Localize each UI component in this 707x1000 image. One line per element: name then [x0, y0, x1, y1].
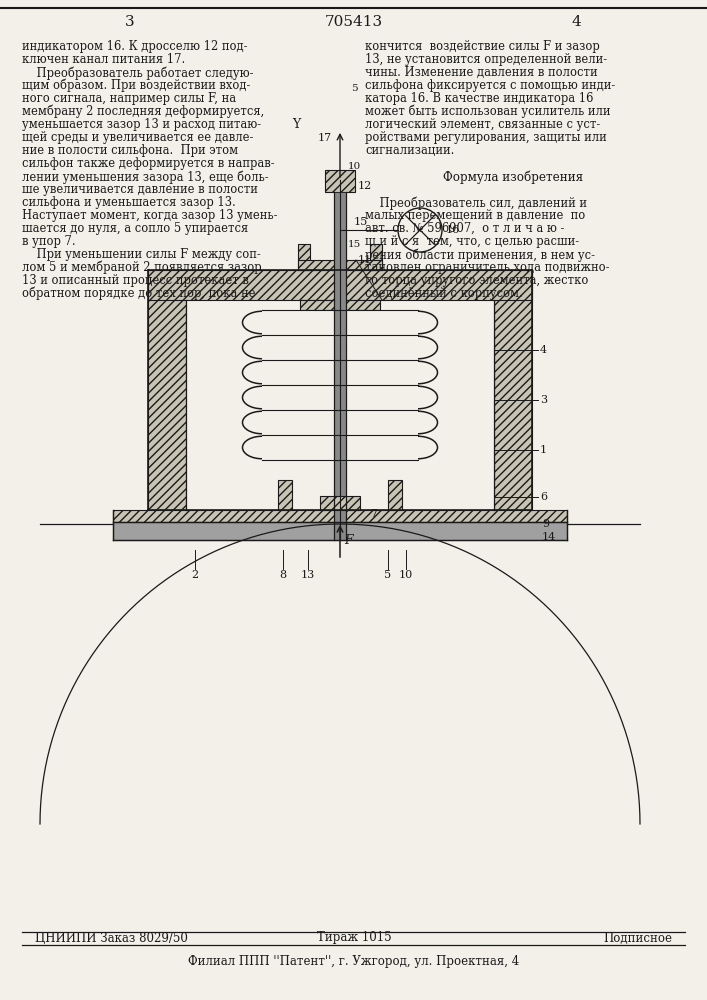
Text: в упор 7.: в упор 7.	[22, 235, 76, 248]
Text: 15: 15	[347, 240, 361, 249]
Text: малых перемещений в давление  по: малых перемещений в давление по	[365, 209, 585, 222]
Bar	[186, 270, 494, 510]
Text: Преобразователь работает следую-: Преобразователь работает следую-	[22, 66, 254, 80]
Circle shape	[398, 208, 442, 252]
Bar	[325, 170, 355, 192]
Text: соединённый с корпусом.: соединённый с корпусом.	[365, 287, 522, 300]
Text: катора 16. В качестве индикатора 16: катора 16. В качестве индикатора 16	[365, 92, 593, 105]
Bar	[370, 244, 382, 270]
Text: 10: 10	[399, 570, 413, 580]
Text: Преобразователь сил, давлений и: Преобразователь сил, давлений и	[365, 196, 587, 210]
Text: рения области применения, в нем ус-: рения области применения, в нем ус-	[365, 248, 595, 261]
Bar	[148, 270, 532, 300]
Text: 12: 12	[358, 181, 373, 191]
Text: щей среды и увеличивается ее давле-: щей среды и увеличивается ее давле-	[22, 131, 253, 144]
Text: логический элемент, связанные с уст-: логический элемент, связанные с уст-	[365, 118, 600, 131]
Bar	[278, 480, 292, 510]
Text: шается до нуля, а сопло 5 упирается: шается до нуля, а сопло 5 упирается	[22, 222, 248, 235]
Text: лении уменьшения зазора 13, еще боль-: лении уменьшения зазора 13, еще боль-	[22, 170, 269, 184]
Text: тановлен ограничитель хода подвижно-: тановлен ограничитель хода подвижно-	[365, 261, 609, 274]
Text: 11: 11	[358, 255, 373, 265]
Text: 2: 2	[192, 570, 199, 580]
Text: Тираж 1015: Тираж 1015	[317, 932, 391, 944]
Text: 7: 7	[370, 509, 377, 519]
Text: мембрану 2 последняя деформируется,: мембрану 2 последняя деформируется,	[22, 105, 264, 118]
Text: 4: 4	[571, 15, 581, 29]
Text: 1: 1	[540, 445, 547, 455]
Text: 705413: 705413	[325, 15, 383, 29]
Bar	[300, 300, 380, 310]
Text: Подписное: Подписное	[603, 932, 672, 944]
Text: авт. св. № 596907,  о т л и ч а ю -: авт. св. № 596907, о т л и ч а ю -	[365, 222, 564, 235]
Text: 9: 9	[542, 519, 549, 529]
Text: 16: 16	[446, 225, 460, 235]
Bar	[334, 192, 346, 540]
Text: 14: 14	[542, 532, 556, 542]
Text: щим образом. При воздействии вход-: щим образом. При воздействии вход-	[22, 79, 250, 93]
Text: уменьшается зазор 13 и расход питаю-: уменьшается зазор 13 и расход питаю-	[22, 118, 261, 131]
Text: ного сигнала, например силы F, на: ного сигнала, например силы F, на	[22, 92, 236, 105]
Text: обратном порядке до тех пор, пока не: обратном порядке до тех пор, пока не	[22, 287, 255, 300]
Text: 13, не установится определенной вели-: 13, не установится определенной вели-	[365, 53, 607, 66]
Text: 17: 17	[318, 133, 332, 143]
Text: ше увеличивается давление в полости: ше увеличивается давление в полости	[22, 183, 258, 196]
Text: го торца упругого элемента, жестко: го торца упругого элемента, жестко	[365, 274, 588, 287]
Bar	[148, 270, 186, 510]
Text: может быть использован усилитель или: может быть использован усилитель или	[365, 105, 611, 118]
Text: 13 и описанный процесс протекает в: 13 и описанный процесс протекает в	[22, 274, 249, 287]
Bar	[298, 260, 382, 270]
Text: 8: 8	[279, 570, 286, 580]
Text: 15: 15	[354, 217, 368, 227]
Bar	[298, 244, 310, 270]
Text: сильфон также деформируется в направ-: сильфон также деформируется в направ-	[22, 157, 274, 170]
Text: щ и й с я  тем, что, с целью расши-: щ и й с я тем, что, с целью расши-	[365, 235, 579, 248]
Bar	[262, 310, 418, 460]
Text: Наступает момент, когда зазор 13 умень-: Наступает момент, когда зазор 13 умень-	[22, 209, 278, 222]
Text: лом 5 и мембраной 2 появляется зазор: лом 5 и мембраной 2 появляется зазор	[22, 261, 262, 274]
Bar	[113, 522, 567, 540]
Text: 3: 3	[540, 395, 547, 405]
Text: ние в полости сильфона.  При этом: ние в полости сильфона. При этом	[22, 144, 238, 157]
Text: ЦНИИПИ Заказ 8029/50: ЦНИИПИ Заказ 8029/50	[35, 932, 188, 944]
Bar	[388, 480, 402, 510]
Text: сильфона и уменьшается зазор 13.: сильфона и уменьшается зазор 13.	[22, 196, 235, 209]
Text: 5: 5	[385, 570, 392, 580]
Text: 4: 4	[540, 345, 547, 355]
Text: индикатором 16. К дросселю 12 под-: индикатором 16. К дросселю 12 под-	[22, 40, 247, 53]
Text: 13: 13	[301, 570, 315, 580]
Text: ключен канал питания 17.: ключен канал питания 17.	[22, 53, 185, 66]
Text: 10: 10	[347, 162, 361, 171]
Text: Филиал ППП ''Патент'', г. Ужгород, ул. Проектная, 4: Филиал ППП ''Патент'', г. Ужгород, ул. П…	[188, 955, 520, 968]
Text: ройствами регулирования, защиты или: ройствами регулирования, защиты или	[365, 131, 607, 144]
Text: кончится  воздействие силы F и зазор: кончится воздействие силы F и зазор	[365, 40, 600, 53]
Text: Формула изобретения: Формула изобретения	[443, 170, 583, 184]
Text: сигнализации.: сигнализации.	[365, 144, 455, 157]
Text: 6: 6	[540, 492, 547, 502]
Text: При уменьшении силы F между соп-: При уменьшении силы F между соп-	[22, 248, 261, 261]
Text: 5: 5	[351, 84, 357, 93]
Bar	[494, 270, 532, 510]
Text: 3: 3	[125, 15, 135, 29]
Text: сильфона фиксируется с помощью инди-: сильфона фиксируется с помощью инди-	[365, 79, 615, 92]
Text: чины. Изменение давления в полости: чины. Изменение давления в полости	[365, 66, 597, 79]
Bar	[113, 510, 567, 522]
Text: Y: Y	[292, 118, 300, 131]
Text: F: F	[344, 534, 353, 548]
Bar	[320, 496, 360, 510]
